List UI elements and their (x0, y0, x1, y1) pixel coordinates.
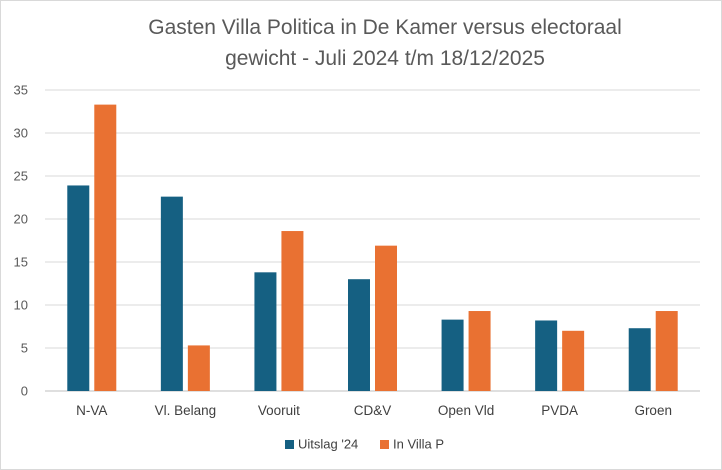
chart-title-line-2: gewicht - Juli 2024 t/m 18/12/2025 (225, 47, 545, 70)
bar-villa-p (187, 345, 210, 391)
legend-label: Uitslag '24 (298, 437, 358, 452)
y-tick-label: 20 (14, 212, 28, 227)
bar-uitslag (348, 279, 370, 391)
legend-label: In Villa P (393, 437, 444, 452)
x-category-label: Vl. Belang (155, 403, 217, 418)
bar-villa-p (375, 245, 397, 391)
x-category-label: Open Vld (438, 403, 494, 418)
legend-swatch (380, 440, 389, 449)
bar-uitslag (160, 196, 183, 391)
y-tick-label: 35 (14, 83, 28, 98)
legend: Uitslag '24 In Villa P (285, 437, 444, 452)
gridlines (45, 89, 700, 392)
bar-villa-p (94, 104, 117, 392)
chart-title: Gasten Villa Politica in De Kamer versus… (0, 12, 722, 74)
y-tick-label: 15 (14, 255, 28, 270)
x-category-label: PVDA (541, 403, 578, 418)
y-tick-label: 0 (21, 384, 28, 399)
bar-uitslag (628, 328, 651, 391)
bar-uitslag (535, 320, 558, 391)
x-category-label: Groen (634, 403, 672, 418)
x-category-label: Vooruit (258, 403, 300, 418)
y-tick-label: 30 (14, 126, 28, 141)
bar-uitslag (254, 272, 277, 391)
bar-villa-p (655, 311, 678, 391)
y-tick-label: 25 (14, 169, 28, 184)
y-tick-label: 5 (21, 341, 28, 356)
x-axis-category-labels: N-VA Vl. Belang Vooruit CD&V Open Vld PVDA Gro… (76, 403, 672, 418)
bar-uitslag (441, 319, 464, 391)
chart-title-line-1: Gasten Villa Politica in De Kamer versus… (148, 16, 622, 39)
bar-villa-p (468, 311, 491, 391)
x-category-label: CD&V (354, 403, 392, 418)
bar-villa-p (562, 330, 585, 391)
bar-villa-p (281, 231, 304, 391)
x-category-label: N-VA (76, 403, 107, 418)
y-tick-label: 10 (14, 298, 28, 313)
bars (67, 104, 678, 392)
y-axis-tick-labels: 0 5 10 15 20 25 30 35 (14, 83, 28, 399)
legend-swatch (285, 440, 294, 449)
bar-uitslag (67, 185, 90, 391)
